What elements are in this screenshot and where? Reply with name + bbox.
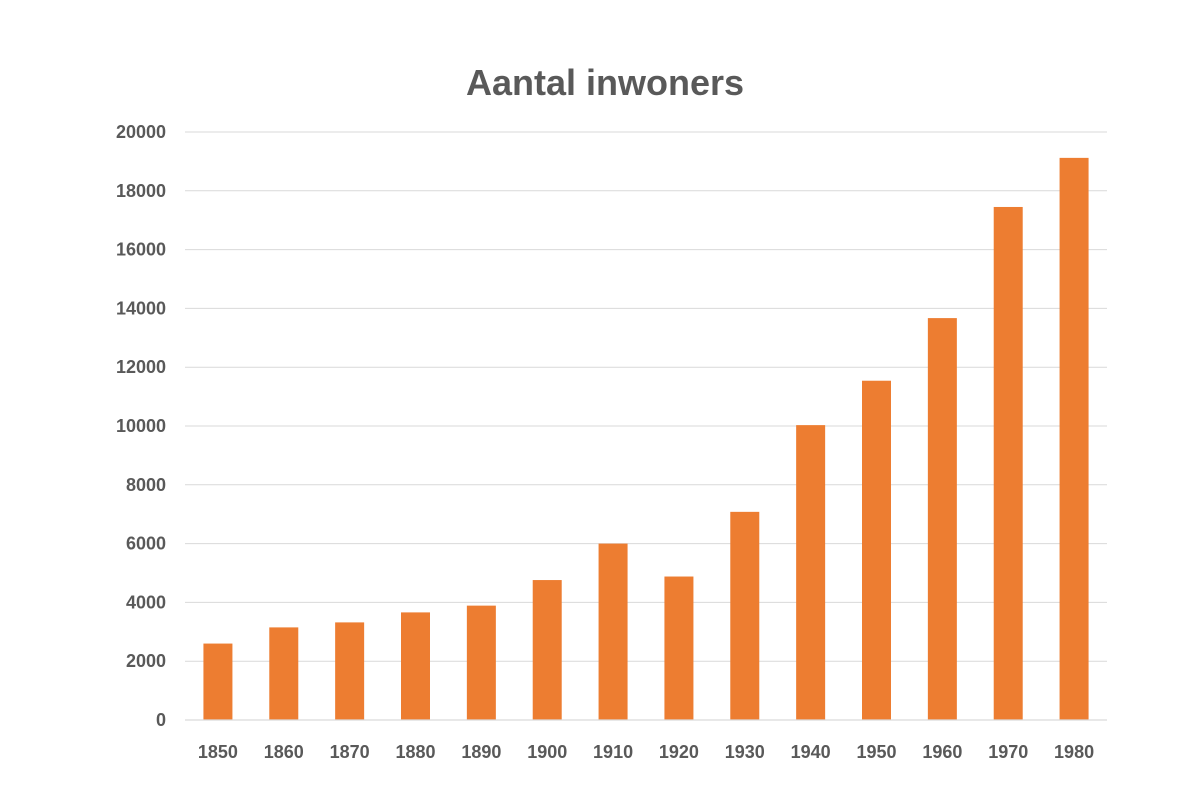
x-tick-label: 1960 [922,742,962,762]
bar-1920 [664,576,694,720]
bar-1940 [796,425,826,720]
x-tick-label: 1910 [593,742,633,762]
chart-title: Aantal inwoners [466,62,744,103]
y-tick-label: 14000 [116,298,166,318]
bar-1960 [927,318,957,720]
y-tick-label: 20000 [116,122,166,142]
bar-1850 [203,643,233,720]
y-tick-label: 18000 [116,181,166,201]
x-axis-tick-labels: 1850 1860 1870 1880 1890 1900 1910 1920 1930 1940… [198,742,1094,762]
bar-1910 [598,543,628,720]
bar-1950 [862,380,891,720]
gridlines [185,131,1107,662]
x-tick-label: 1880 [395,742,435,762]
y-tick-label: 16000 [116,240,166,260]
bar-1870 [335,622,365,720]
y-tick-label: 2000 [126,651,166,671]
x-tick-label: 1950 [856,742,896,762]
x-tick-label: 1940 [791,742,831,762]
bar-1900 [532,580,562,720]
bar-1980 [1059,157,1089,720]
bar-1930 [730,511,760,720]
y-axis-tick-labels: 0 2000 4000 6000 8000 10000 12000 14000 16000 180… [116,122,166,730]
x-tick-label: 1850 [198,742,238,762]
y-tick-label: 6000 [126,534,166,554]
x-tick-label: 1930 [725,742,765,762]
x-tick-label: 1970 [988,742,1028,762]
bar-1970 [993,206,1023,721]
y-tick-label: 12000 [116,357,166,377]
bar-1860 [269,627,299,720]
x-tick-label: 1870 [330,742,370,762]
x-tick-label: 1920 [659,742,699,762]
y-tick-label: 8000 [126,475,166,495]
bars [203,157,1089,721]
bar-1880 [401,612,430,720]
x-tick-label: 1860 [264,742,304,762]
y-tick-label: 4000 [126,592,166,612]
x-tick-label: 1890 [461,742,501,762]
y-tick-label: 0 [156,710,166,730]
y-tick-label: 10000 [116,416,166,436]
x-tick-label: 1980 [1054,742,1094,762]
bar-1890 [466,605,496,720]
x-tick-label: 1900 [527,742,567,762]
